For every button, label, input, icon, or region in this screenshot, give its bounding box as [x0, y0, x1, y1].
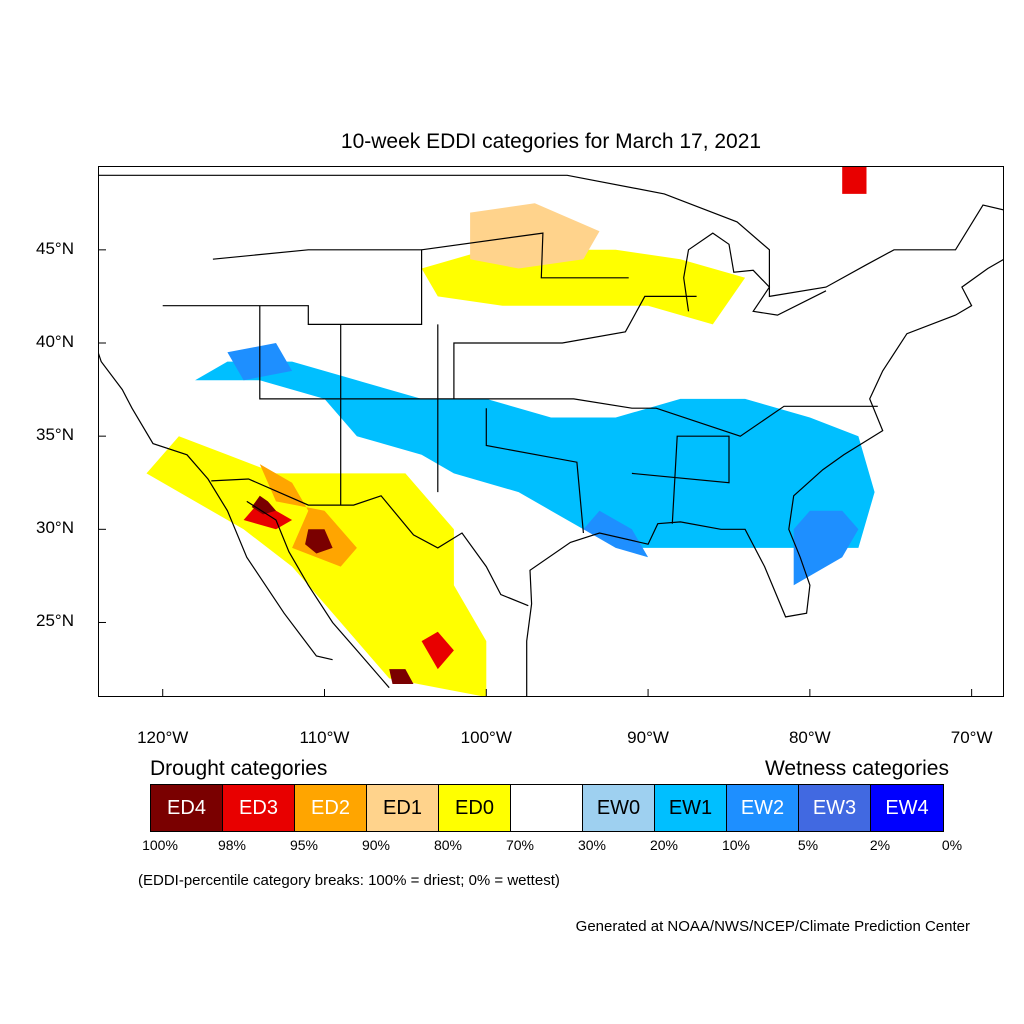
lat-label-4: 25°N: [36, 611, 74, 631]
lon-label-2: 100°W: [460, 728, 512, 747]
legend-break-2: 95%: [289, 837, 319, 853]
region-ed1-6: [470, 203, 600, 269]
boundary-line-11: [421, 232, 629, 279]
boundary-line-3: [98, 174, 1004, 298]
boundary-line-6: [162, 249, 423, 325]
region-ed4-9: [305, 529, 333, 554]
legend-break-8: 10%: [721, 837, 751, 853]
boundary-line-7: [259, 305, 878, 437]
lon-label-5: 70°W: [950, 728, 993, 747]
legend-break-10: 2%: [869, 837, 891, 853]
legend-swatch-ed2: ED2: [295, 785, 367, 831]
map-title: 10-week EDDI categories for March 17, 20…: [340, 130, 762, 153]
legend-swatch-ew4: EW4: [871, 785, 943, 831]
eddi-map: [98, 166, 1004, 697]
lon-label-4: 80°W: [788, 728, 831, 747]
boundary-line-1: [246, 500, 390, 689]
lat-label-3: 30°N: [36, 518, 74, 538]
lat-label-1: 40°N: [36, 332, 74, 351]
boundary-lines: [98, 174, 1004, 697]
legend-swatch-ew3: EW3: [799, 785, 871, 831]
boundary-line-12: [485, 408, 584, 534]
boundary-line-4: [211, 478, 529, 607]
region-ed0-4: [146, 436, 487, 697]
boundary-line-10: [453, 295, 697, 399]
legend-swatch-neutral: [511, 785, 583, 831]
region-ew2-1: [793, 510, 859, 586]
region-ed4-10: [251, 495, 276, 515]
lat-label-0: 45°N: [36, 238, 74, 258]
boundary-line-5: [683, 232, 827, 316]
legend-bar: ED4 ED3 ED2 ED1 ED0 EW0 EW1 EW2 EW3 EW4: [150, 784, 944, 832]
region-ew2-3: [583, 510, 649, 558]
map-frame: [98, 166, 1004, 697]
lon-label-1: 110°W: [299, 728, 350, 747]
legend-break-6: 30%: [577, 837, 607, 853]
category-regions: [146, 166, 875, 697]
legend-break-0: 100%: [142, 837, 178, 853]
legend-swatch-ed1: ED1: [367, 785, 439, 831]
legend-swatch-ew0: EW0: [583, 785, 655, 831]
legend-break-4: 80%: [433, 837, 463, 853]
boundary-line-0: [98, 227, 333, 661]
legend-break-7: 20%: [649, 837, 679, 853]
lon-label-3: 90°W: [627, 728, 669, 747]
legend-break-1: 98%: [217, 837, 247, 853]
region-ed2-7: [259, 464, 357, 567]
legend-break-3: 90%: [361, 837, 391, 853]
legend-swatch-ew1: EW1: [655, 785, 727, 831]
lat-label-2: 35°N: [36, 425, 74, 445]
category-note: (EDDI-percentile category breaks: 100% =…: [138, 872, 560, 889]
boundary-line-13: [631, 435, 730, 524]
drought-heading: Drought categories: [150, 757, 328, 780]
legend-swatch-ed4: ED4: [151, 785, 223, 831]
legend-swatch-ew2: EW2: [727, 785, 799, 831]
legend-break-5: 70%: [505, 837, 535, 853]
legend-break-11: 0%: [941, 837, 963, 853]
credit-line: Generated at NOAA/NWS/NCEP/Climate Predi…: [575, 918, 970, 935]
region-ed0-5: [421, 249, 746, 325]
legend-break-9: 5%: [797, 837, 819, 853]
region-ed3-11: [842, 166, 867, 194]
wetness-heading: Wetness categories: [764, 757, 949, 780]
axis-ticks: [98, 249, 973, 697]
legend-swatch-ed0: ED0: [439, 785, 511, 831]
legend-swatch-ed3: ED3: [223, 785, 295, 831]
region-ed3-13: [421, 631, 454, 670]
boundary-line-2: [526, 258, 1004, 697]
region-ed4-12: [389, 669, 414, 684]
lon-label-0: 120°W: [137, 728, 189, 747]
